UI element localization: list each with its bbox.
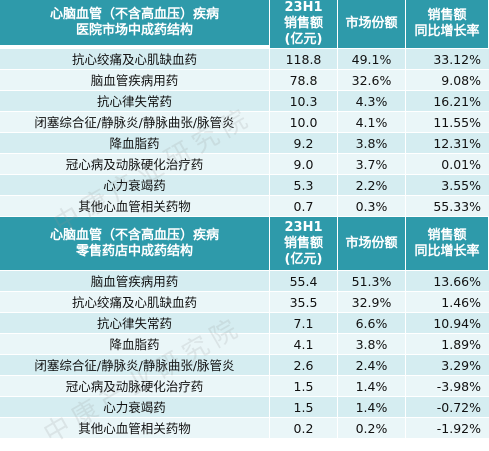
growth-value: 12.31%	[406, 133, 489, 154]
growth-value: -3.98%	[406, 376, 489, 397]
share-value: 32.6%	[338, 70, 406, 91]
sales-value: 9.0	[270, 154, 338, 175]
table-title: 心脑血管（不含高血压）疾病 医院市场中成药结构	[0, 0, 270, 46]
share-value: 1.4%	[338, 376, 406, 397]
table-title-line: 医院市场中成药结构	[75, 22, 193, 38]
sales-header: 23H1 销售额 (亿元)	[270, 217, 338, 271]
drug-category: 冠心病及动脉硬化治疗药	[0, 376, 270, 397]
growth-value: 10.94%	[406, 313, 489, 334]
growth-value: -0.72%	[406, 397, 489, 418]
drug-category: 闭塞综合征/静脉炎/静脉曲张/脉管炎	[0, 112, 270, 133]
growth-value: 9.08%	[406, 70, 489, 91]
growth-value: 3.55%	[406, 175, 489, 196]
sales-value: 0.2	[270, 418, 338, 439]
drug-category: 抗心绞痛及心肌缺血药	[0, 292, 270, 313]
table-title-line: 心脑血管（不含高血压）疾病	[49, 6, 219, 22]
growth-header-line: 同比增长率	[414, 243, 480, 259]
sales-value: 7.1	[270, 313, 338, 334]
table-title-line: 心脑血管（不含高血压）疾病	[49, 227, 219, 243]
share-value: 3.8%	[338, 133, 406, 154]
growth-value: 11.55%	[406, 112, 489, 133]
growth-value: 16.21%	[406, 91, 489, 112]
drug-category: 降血脂药	[0, 133, 270, 154]
sales-header-unit: (亿元)	[284, 32, 323, 47]
table-title-line: 零售药店中成药结构	[75, 243, 193, 259]
growth-value: 33.12%	[406, 49, 489, 70]
share-value: 3.8%	[338, 334, 406, 355]
sales-value: 1.5	[270, 397, 338, 418]
sales-value: 1.5	[270, 376, 338, 397]
drug-category: 其他心血管相关药物	[0, 418, 270, 439]
growth-value: 1.89%	[406, 334, 489, 355]
sales-header-period: 23H1	[284, 0, 323, 15]
drug-category: 抗心律失常药	[0, 91, 270, 112]
drug-category: 抗心律失常药	[0, 313, 270, 334]
sales-header-label: 销售额	[283, 235, 323, 251]
drug-category: 闭塞综合征/静脉炎/静脉曲张/脉管炎	[0, 355, 270, 376]
share-value: 1.4%	[338, 397, 406, 418]
share-value: 6.6%	[338, 313, 406, 334]
growth-value: 0.01%	[406, 154, 489, 175]
hospital-table: 心脑血管（不含高血压）疾病 医院市场中成药结构 23H1 销售额 (亿元) 市场…	[0, 0, 489, 217]
share-value: 4.3%	[338, 91, 406, 112]
sales-value: 55.4	[270, 271, 338, 292]
growth-value: 13.66%	[406, 271, 489, 292]
sales-header: 23H1 销售额 (亿元)	[270, 0, 338, 49]
drug-category: 降血脂药	[0, 334, 270, 355]
sales-header-unit: (亿元)	[284, 251, 323, 267]
share-value: 0.3%	[338, 196, 406, 217]
growth-header-line: 同比增长率	[414, 24, 480, 39]
sales-value: 35.5	[270, 292, 338, 313]
growth-header-line: 销售额	[427, 227, 467, 243]
growth-header: 销售额 同比增长率	[406, 217, 489, 271]
drug-category: 其他心血管相关药物	[0, 196, 270, 217]
share-value: 32.9%	[338, 292, 406, 313]
table-title: 心脑血管（不含高血压）疾病 零售药店中成药结构	[0, 217, 270, 271]
sales-value: 5.3	[270, 175, 338, 196]
share-value: 51.3%	[338, 271, 406, 292]
growth-value: -1.92%	[406, 418, 489, 439]
sales-value: 2.6	[270, 355, 338, 376]
sales-value: 118.8	[270, 49, 338, 70]
share-value: 3.7%	[338, 154, 406, 175]
drug-category: 抗心绞痛及心肌缺血药	[0, 49, 270, 70]
drug-category: 脑血管疾病用药	[0, 271, 270, 292]
sales-value: 4.1	[270, 334, 338, 355]
growth-value: 1.46%	[406, 292, 489, 313]
share-value: 0.2%	[338, 418, 406, 439]
sales-header-period: 23H1	[284, 219, 323, 235]
share-value: 2.2%	[338, 175, 406, 196]
share-value: 4.1%	[338, 112, 406, 133]
sales-header-label: 销售额	[283, 16, 323, 31]
growth-value: 55.33%	[406, 196, 489, 217]
growth-value: 3.29%	[406, 355, 489, 376]
drug-category: 冠心病及动脉硬化治疗药	[0, 154, 270, 175]
share-value: 2.4%	[338, 355, 406, 376]
sales-value: 78.8	[270, 70, 338, 91]
retail-table: 心脑血管（不含高血压）疾病 零售药店中成药结构 23H1 销售额 (亿元) 市场…	[0, 217, 489, 439]
sales-value: 10.3	[270, 91, 338, 112]
share-header: 市场份额	[338, 0, 406, 49]
sales-value: 0.7	[270, 196, 338, 217]
drug-category: 心力衰竭药	[0, 175, 270, 196]
sales-value: 9.2	[270, 133, 338, 154]
share-header: 市场份额	[338, 217, 406, 271]
drug-category: 脑血管疾病用药	[0, 70, 270, 91]
drug-category: 心力衰竭药	[0, 397, 270, 418]
growth-header-line: 销售额	[427, 8, 467, 23]
growth-header: 销售额 同比增长率	[406, 0, 489, 49]
sales-value: 10.0	[270, 112, 338, 133]
share-value: 49.1%	[338, 49, 406, 70]
